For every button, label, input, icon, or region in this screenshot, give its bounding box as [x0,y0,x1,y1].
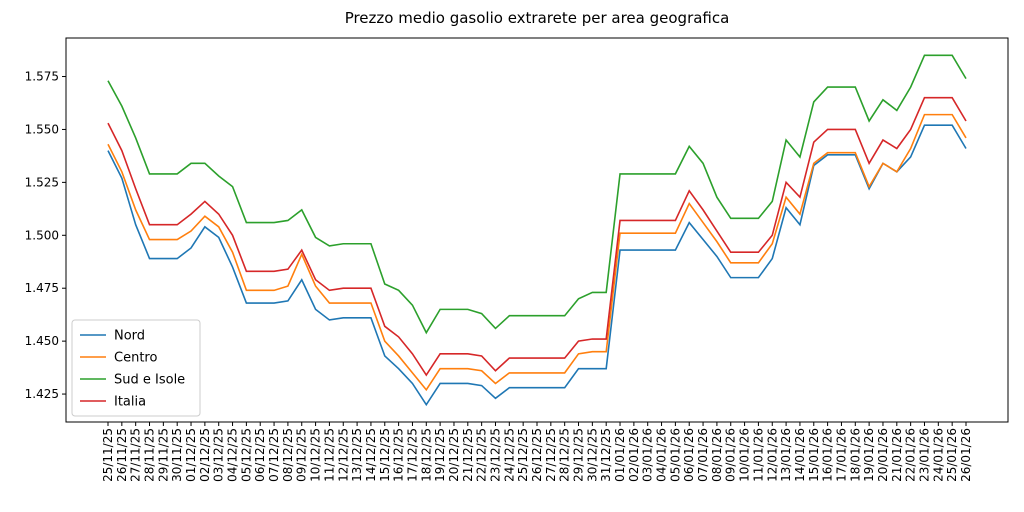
legend-label: Centro [114,351,157,366]
x-tick-label: 19/01/26 [862,428,876,482]
y-tick-label: 1.450 [25,334,59,348]
y-tick-label: 1.475 [25,281,59,295]
x-tick-label: 06/12/25 [253,428,267,482]
x-tick-label: 24/12/25 [502,428,516,482]
x-tick-label: 21/12/25 [461,428,475,482]
x-tick-label: 29/11/25 [156,428,170,482]
x-tick-label: 25/11/25 [101,428,115,482]
x-tick-label: 06/01/26 [682,428,696,482]
legend-label: Nord [114,329,145,344]
x-tick-label: 30/11/25 [170,428,184,482]
series-line [107,96,967,377]
x-tick-label: 01/12/25 [184,428,198,482]
x-tick-label: 25/12/25 [516,428,530,482]
x-tick-label: 15/01/26 [807,428,821,482]
legend-box [71,319,201,417]
x-tick-label: 25/01/26 [945,428,959,482]
x-tick-label: 22/01/26 [904,428,918,482]
legend-label: Sud e Isole [114,373,185,388]
series-line [107,124,967,407]
x-tick-label: 07/01/26 [696,428,710,482]
x-tick-label: 17/01/26 [834,428,848,482]
x-tick-label: 13/01/26 [779,428,793,482]
x-tick-label: 26/11/25 [115,428,129,482]
x-tick-label: 05/12/25 [239,428,253,482]
x-tick-label: 16/12/25 [392,428,406,482]
x-tick-label: 09/12/25 [295,428,309,482]
chart-title: Prezzo medio gasolio extrarete per area … [345,9,730,27]
x-tick-label: 15/12/25 [378,428,392,482]
x-tick-label: 02/01/26 [627,428,641,482]
x-tick-label: 31/12/25 [599,428,613,482]
y-tick-label: 1.575 [25,70,59,84]
x-tick-label: 14/12/25 [364,428,378,482]
x-tick-label: 22/12/25 [475,428,489,482]
x-tick-label: 16/01/26 [821,428,835,482]
x-tick-label: 17/12/25 [405,428,419,482]
x-tick-label: 19/12/25 [433,428,447,482]
legend-label: Italia [114,395,146,410]
x-tick-label: 28/11/25 [143,428,157,482]
x-tick-label: 26/01/26 [959,428,973,482]
x-tick-label: 30/12/25 [585,428,599,482]
x-tick-label: 20/01/26 [876,428,890,482]
series-line [107,113,967,392]
x-tick-label: 14/01/26 [793,428,807,482]
x-tick-label: 10/12/25 [309,428,323,482]
x-tick-label: 08/12/25 [281,428,295,482]
legend: Nord Centro Sud e Isole Italia [71,319,201,417]
y-tick-label: 1.550 [25,122,59,136]
x-tick-label: 18/12/25 [419,428,433,482]
x-tick-label: 23/12/25 [488,428,502,482]
x-tick-label: 09/01/26 [724,428,738,482]
x-tick-label: 05/01/26 [668,428,682,482]
y-tick-label: 1.500 [25,228,59,242]
x-tick-label: 24/01/26 [931,428,945,482]
x-tick-label: 27/12/25 [544,428,558,482]
series-line [107,54,967,335]
x-tick-label: 12/12/25 [336,428,350,482]
x-tick-label: 13/12/25 [350,428,364,482]
x-tick-label: 27/11/25 [129,428,143,482]
x-tick-label: 03/12/25 [212,428,226,482]
x-tick-label: 29/12/25 [572,428,586,482]
x-tick-label: 04/12/25 [226,428,240,482]
x-tick-label: 18/01/26 [848,428,862,482]
x-tick-label: 02/12/25 [198,428,212,482]
x-tick-label: 08/01/26 [710,428,724,482]
x-tick-label: 10/01/26 [738,428,752,482]
y-tick-label: 1.525 [25,175,59,189]
x-tick-label: 28/12/25 [558,428,572,482]
x-tick-label: 23/01/26 [917,428,931,482]
x-tick-label: 04/01/26 [655,428,669,482]
x-tick-label: 07/12/25 [267,428,281,482]
x-tick-label: 03/01/26 [641,428,655,482]
x-tick-label: 21/01/26 [890,428,904,482]
y-tick-label: 1.425 [25,387,59,401]
plot-frame [65,37,1009,423]
x-tick-label: 01/01/26 [613,428,627,482]
x-tick-label: 11/12/25 [322,428,336,482]
x-tick-label: 12/01/26 [765,428,779,482]
x-tick-label: 11/01/26 [751,428,765,482]
x-tick-label: 26/12/25 [530,428,544,482]
x-tick-label: 20/12/25 [447,428,461,482]
